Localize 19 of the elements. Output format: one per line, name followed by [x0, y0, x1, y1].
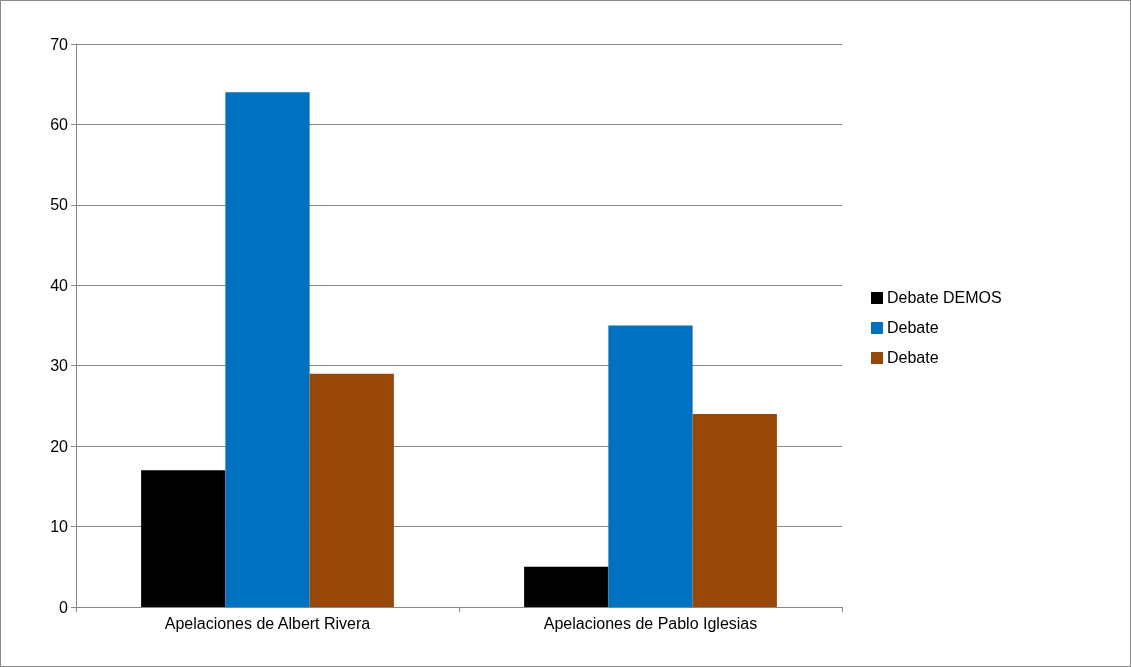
bar [225, 92, 310, 607]
legend-label: Debate [887, 348, 939, 366]
legend-label: Debate DEMOS [887, 288, 1002, 306]
bar [524, 566, 609, 607]
y-tick-label: 60 [50, 115, 69, 133]
bar [141, 470, 226, 607]
y-tick-label: 20 [50, 437, 69, 455]
y-tick-label: 40 [50, 276, 69, 294]
bar [309, 373, 394, 607]
y-tick-label: 30 [50, 357, 69, 375]
y-tick-label: 0 [59, 598, 69, 616]
y-tick-label: 10 [50, 518, 69, 536]
x-tick-label: Apelaciones de Albert Rivera [164, 614, 371, 632]
y-tick-label: 50 [50, 196, 69, 214]
legend-label: Debate [887, 318, 939, 336]
y-tick-label: 70 [50, 35, 69, 53]
bar [608, 325, 693, 607]
bar [692, 413, 777, 607]
x-tick-label: Apelaciones de Pablo Iglesias [543, 614, 758, 632]
